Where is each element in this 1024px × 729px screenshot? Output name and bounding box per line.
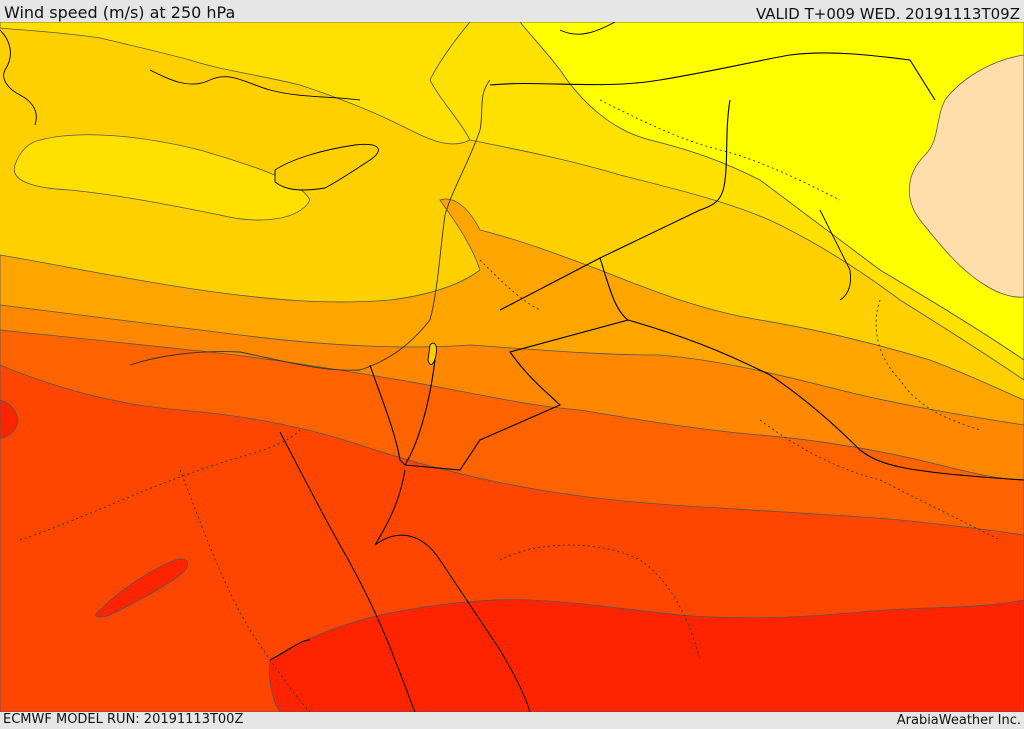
dead-sea — [427, 342, 437, 366]
country-borders — [19, 99, 1001, 712]
coastline-med — [129, 79, 491, 371]
band-yellow-mid — [429, 22, 1024, 381]
band-deep-red-edge — [0, 399, 19, 439]
header-bar: Wind speed (m/s) at 250 hPa VALID T+009 … — [0, 0, 1024, 23]
red-sea-outline — [269, 431, 531, 712]
credit-label: ArabiaWeather Inc. — [896, 713, 1021, 728]
valid-time: VALID T+009 WED. 20191113T09Z — [755, 5, 1020, 23]
band-deep-red — [269, 599, 1024, 712]
map-canvas — [0, 22, 1024, 712]
model-run: ECMWF MODEL RUN: 20191113T00Z — [3, 712, 244, 727]
cyprus-island — [274, 143, 379, 191]
aegean-coast — [0, 22, 851, 301]
band-deep-red-west — [95, 558, 189, 618]
band-light-yellow-west — [13, 134, 311, 221]
footer-bar: ECMWF MODEL RUN: 20191113T00Z ArabiaWeat… — [0, 712, 1024, 729]
wind-speed-map[interactable] — [0, 22, 1024, 712]
solid-boundaries — [369, 52, 1024, 481]
band-peach — [908, 54, 1024, 298]
map-title: Wind speed (m/s) at 250 hPa — [4, 3, 236, 22]
